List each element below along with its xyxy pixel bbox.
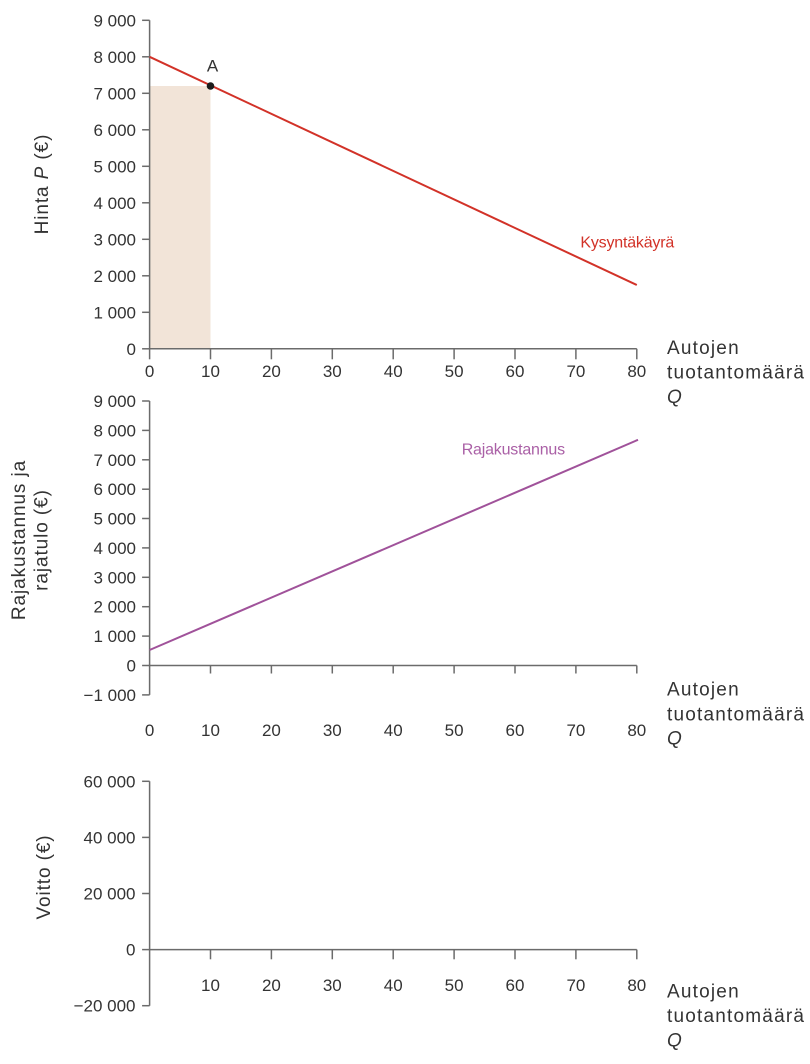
svg-text:20: 20 [262, 976, 281, 995]
svg-text:2 000: 2 000 [93, 598, 136, 617]
svg-text:0: 0 [145, 362, 154, 381]
svg-text:2 000: 2 000 [93, 267, 136, 286]
svg-text:−1 000: −1 000 [84, 686, 136, 705]
svg-text:Voitto (€): Voitto (€) [34, 834, 55, 919]
svg-text:60: 60 [506, 362, 525, 381]
svg-text:40: 40 [384, 721, 403, 740]
svg-text:8 000: 8 000 [93, 421, 136, 440]
svg-text:Rajakustannus ja: Rajakustannus ja [9, 460, 30, 620]
svg-text:80: 80 [627, 362, 646, 381]
svg-text:60: 60 [506, 721, 525, 740]
svg-text:Q: Q [667, 387, 682, 408]
svg-text:7 000: 7 000 [93, 451, 136, 470]
svg-text:10: 10 [201, 976, 220, 995]
svg-text:20: 20 [262, 362, 281, 381]
svg-text:7 000: 7 000 [93, 84, 136, 103]
svg-text:−20 000: −20 000 [74, 997, 136, 1016]
svg-text:Hinta P (€): Hinta P (€) [32, 134, 53, 235]
svg-text:70: 70 [566, 976, 585, 995]
svg-text:Q: Q [667, 1031, 682, 1052]
svg-text:5 000: 5 000 [93, 510, 136, 529]
svg-text:40: 40 [384, 362, 403, 381]
svg-text:0: 0 [145, 721, 154, 740]
svg-text:20: 20 [262, 721, 281, 740]
svg-text:6 000: 6 000 [93, 480, 136, 499]
svg-text:8 000: 8 000 [93, 48, 136, 67]
svg-text:1 000: 1 000 [93, 303, 136, 322]
svg-text:5 000: 5 000 [93, 157, 136, 176]
svg-text:80: 80 [627, 976, 646, 995]
svg-text:tuotantomäärä: tuotantomäärä [667, 1006, 805, 1027]
svg-text:3 000: 3 000 [93, 230, 136, 249]
svg-text:50: 50 [445, 362, 464, 381]
svg-text:0: 0 [127, 340, 136, 359]
svg-text:30: 30 [323, 362, 342, 381]
svg-text:70: 70 [566, 721, 585, 740]
svg-text:40: 40 [384, 976, 403, 995]
svg-text:30: 30 [323, 976, 342, 995]
svg-text:tuotantomäärä: tuotantomäärä [667, 704, 805, 725]
svg-text:0: 0 [126, 941, 135, 960]
svg-text:80: 80 [627, 721, 646, 740]
svg-text:3 000: 3 000 [93, 568, 136, 587]
svg-text:A: A [207, 57, 219, 76]
svg-text:50: 50 [445, 976, 464, 995]
svg-text:0: 0 [127, 657, 136, 676]
svg-text:9 000: 9 000 [93, 392, 136, 411]
svg-text:10: 10 [201, 362, 220, 381]
svg-text:Rajakustannus: Rajakustannus [462, 442, 565, 459]
svg-text:20 000: 20 000 [84, 885, 136, 904]
svg-text:40 000: 40 000 [84, 828, 136, 847]
svg-text:Kysyntäkäyrä: Kysyntäkäyrä [580, 235, 674, 252]
svg-text:rajatulo (€): rajatulo (€) [31, 489, 52, 591]
svg-text:4 000: 4 000 [93, 539, 136, 558]
svg-text:Autojen: Autojen [667, 338, 740, 359]
svg-text:60: 60 [506, 976, 525, 995]
svg-text:6 000: 6 000 [93, 121, 136, 140]
svg-text:70: 70 [566, 362, 585, 381]
svg-text:4 000: 4 000 [93, 194, 136, 213]
svg-text:Autojen: Autojen [667, 982, 740, 1003]
svg-text:Q: Q [667, 729, 682, 750]
svg-text:tuotantomäärä: tuotantomäärä [667, 362, 805, 383]
svg-text:10: 10 [201, 721, 220, 740]
svg-text:30: 30 [323, 721, 342, 740]
svg-text:50: 50 [445, 721, 464, 740]
svg-text:1 000: 1 000 [93, 627, 136, 646]
svg-text:9 000: 9 000 [93, 11, 136, 30]
svg-text:Autojen: Autojen [667, 680, 740, 701]
svg-text:60 000: 60 000 [84, 772, 136, 791]
